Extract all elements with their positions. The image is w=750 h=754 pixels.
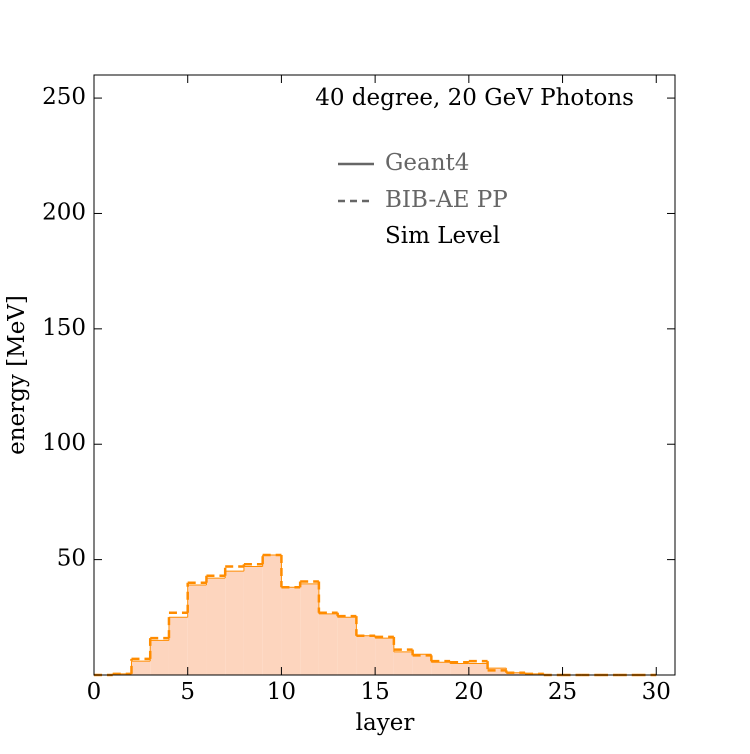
bar xyxy=(131,661,151,675)
bar xyxy=(356,635,376,675)
bar xyxy=(450,663,469,675)
bar xyxy=(393,651,413,675)
axes-frame xyxy=(93,74,676,676)
y-tick-label: 200 xyxy=(42,199,86,225)
bar xyxy=(281,587,301,675)
bar xyxy=(318,613,338,675)
x-tick-label: 30 xyxy=(642,679,671,705)
x-tick-label: 20 xyxy=(454,679,483,705)
x-axis-label: layer xyxy=(356,710,415,736)
x-tick-label: 0 xyxy=(87,679,102,705)
bar xyxy=(375,638,394,675)
y-tick-label: 250 xyxy=(42,84,86,110)
bar xyxy=(206,578,226,675)
y-tick-label: 100 xyxy=(42,430,86,456)
bar xyxy=(262,555,282,675)
bar xyxy=(525,673,544,675)
legend-label: Geant4 xyxy=(385,150,469,176)
x-tick-label: 5 xyxy=(180,679,195,705)
bar xyxy=(506,672,526,675)
bar xyxy=(225,571,244,675)
bar xyxy=(187,585,207,675)
bar xyxy=(150,640,169,675)
bar xyxy=(337,617,357,675)
y-axis-label: energy [MeV] xyxy=(4,295,30,455)
bar xyxy=(487,668,507,675)
x-tick-label: 10 xyxy=(267,679,296,705)
plot-area xyxy=(94,553,657,677)
bar xyxy=(300,583,319,675)
y-tick-label: 50 xyxy=(57,546,86,572)
bar xyxy=(431,662,451,675)
bar xyxy=(412,654,432,675)
bar xyxy=(168,617,188,675)
legend-note: Sim Level xyxy=(385,223,500,249)
bar xyxy=(468,663,488,675)
y-tick-label: 150 xyxy=(42,315,86,341)
legend-label: BIB-AE PP xyxy=(385,187,508,213)
x-tick-label: 15 xyxy=(360,679,389,705)
annotation: 40 degree, 20 GeV Photons xyxy=(315,85,634,111)
bar xyxy=(112,673,132,675)
bar xyxy=(243,566,263,675)
x-tick-label: 25 xyxy=(548,679,577,705)
